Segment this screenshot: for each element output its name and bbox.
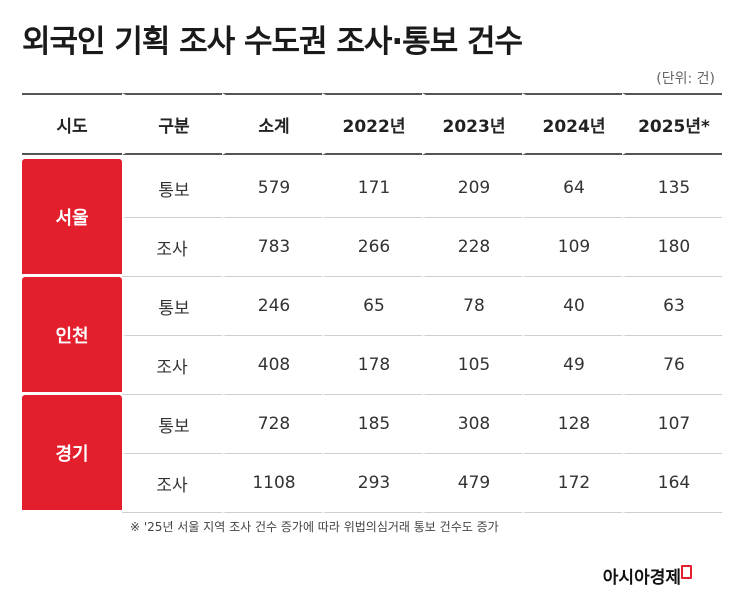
cell-2023: 308 [422,395,522,454]
cell-2025: 164 [622,454,722,513]
region-seoul: 서울 [22,159,122,277]
row-type: 조사 [122,218,222,277]
cell-2023: 78 [422,277,522,336]
row-type: 통보 [122,395,222,454]
data-table: 시도 구분 소계 2022년 2023년 2024년 2025년* 서울 통보 … [22,93,722,513]
page-title: 외국인 기획 조사 수도권 조사·통보 건수 [22,24,523,60]
cell-2022: 266 [322,218,422,277]
header-2022: 2022년 [322,93,422,155]
header-region: 시도 [22,93,122,155]
cell-2024: 109 [522,218,622,277]
cell-subtotal: 408 [222,336,322,395]
cell-2025: 135 [622,159,722,218]
table-row: 인천 통보 246 65 78 40 63 [22,277,722,395]
cell-subtotal: 728 [222,395,322,454]
table-row: 경기 통보 728 185 308 128 107 [22,395,722,513]
cell-2025: 107 [622,395,722,454]
header-2025: 2025년* [622,93,722,155]
cell-subtotal: 246 [222,277,322,336]
row-type: 조사 [122,336,222,395]
cell-2024: 49 [522,336,622,395]
region-incheon: 인천 [22,277,122,395]
header-type: 구분 [122,93,222,155]
cell-2022: 171 [322,159,422,218]
brand-logo: 아시아경제 [602,568,681,588]
cell-2025: 63 [622,277,722,336]
row-type: 통보 [122,159,222,218]
cell-2023: 209 [422,159,522,218]
brand-mark-icon [681,565,692,579]
cell-2022: 178 [322,336,422,395]
table-row: 조사 408 178 105 49 76 [22,336,722,395]
cell-2024: 128 [522,395,622,454]
cell-2022: 293 [322,454,422,513]
header-subtotal: 소계 [222,93,322,155]
table-row: 조사 783 266 228 109 180 [22,218,722,277]
footnote: ※ '25년 서울 지역 조사 건수 증가에 따라 위법의심거래 통보 건수도 … [130,520,499,534]
header-2023: 2023년 [422,93,522,155]
row-type: 조사 [122,454,222,513]
cell-2025: 76 [622,336,722,395]
cell-subtotal: 783 [222,218,322,277]
cell-2022: 185 [322,395,422,454]
cell-2023: 105 [422,336,522,395]
region-gyeonggi: 경기 [22,395,122,513]
table-row: 서울 통보 579 171 209 64 135 [22,159,722,277]
cell-subtotal: 1108 [222,454,322,513]
header-2024: 2024년 [522,93,622,155]
cell-2023: 479 [422,454,522,513]
unit-label: (단위: 건) [656,71,715,87]
table-header-row: 시도 구분 소계 2022년 2023년 2024년 2025년* [22,93,722,155]
cell-2024: 40 [522,277,622,336]
cell-2024: 172 [522,454,622,513]
cell-2023: 228 [422,218,522,277]
table-row: 조사 1108 293 479 172 164 [22,454,722,513]
cell-subtotal: 579 [222,159,322,218]
cell-2022: 65 [322,277,422,336]
cell-2024: 64 [522,159,622,218]
row-type: 통보 [122,277,222,336]
cell-2025: 180 [622,218,722,277]
